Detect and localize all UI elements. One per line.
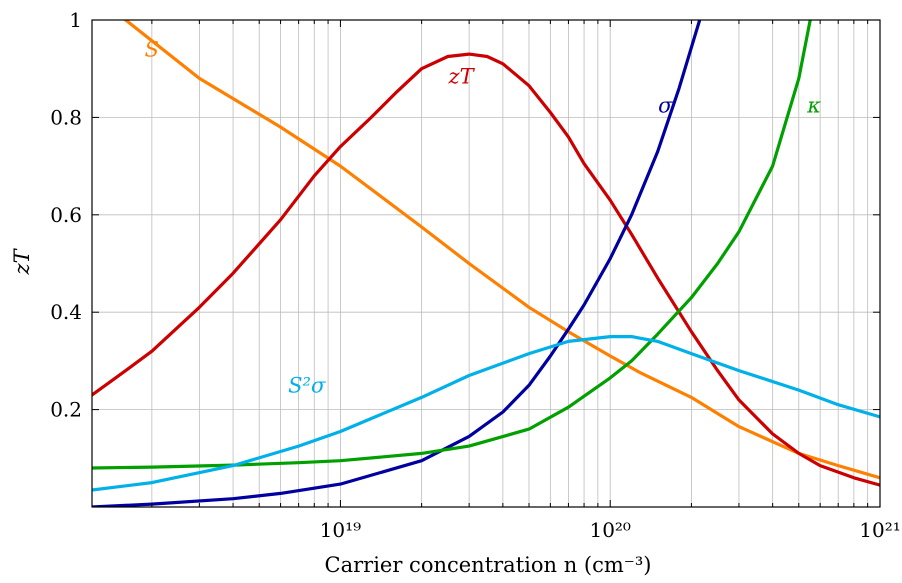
series-label-1: zT	[448, 64, 476, 88]
series-line-0	[123, 20, 880, 480]
y-tick-label: 1	[69, 8, 82, 32]
series-label-0: S	[145, 38, 159, 62]
series-label-2: σ	[658, 94, 673, 118]
axis-ticks	[92, 19, 881, 507]
series-labels: SzT σ κ S²σ	[145, 38, 822, 398]
grid	[92, 20, 880, 507]
y-tick-label: 0.2	[50, 398, 82, 422]
series-label-3: κ	[806, 94, 821, 118]
series-line-2	[92, 20, 702, 507]
series-lines	[92, 20, 880, 507]
series-line-4	[92, 335, 880, 492]
y-tick-label: 0.6	[50, 203, 82, 227]
series-line-3	[92, 20, 812, 470]
x-tick-label: 10²⁰	[589, 518, 630, 542]
x-tick-label: 10¹⁹	[320, 518, 361, 542]
y-tick-label: 0.4	[50, 300, 82, 324]
series-label-4: S²σ	[288, 374, 326, 398]
y-tick-label: 0.8	[50, 105, 82, 129]
series-line-1	[92, 52, 880, 487]
tick-labels: 10¹⁹ 10²⁰ 10²¹ 0.2 0.4 0.6 0.8 1	[50, 8, 901, 542]
y-axis-label: zT	[10, 247, 34, 275]
x-tick-label: 10²¹	[859, 518, 900, 542]
x-axis-label: Carrier concentration n (cm⁻³)	[325, 553, 652, 577]
plot-frame	[91, 19, 881, 508]
